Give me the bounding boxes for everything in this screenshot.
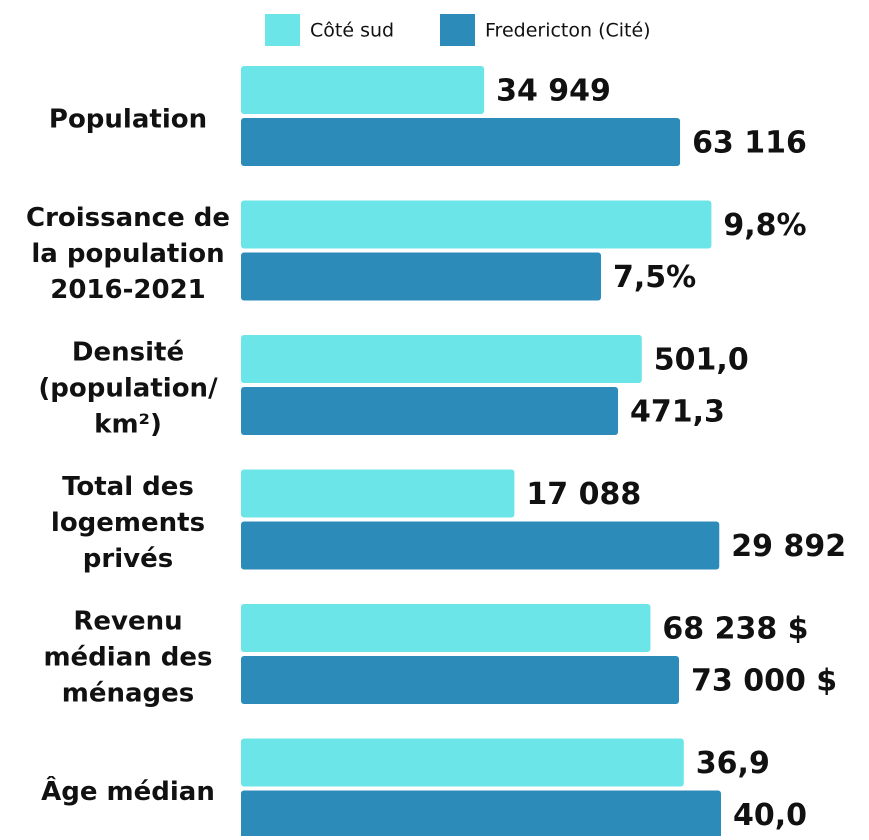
value-label: 40,0 bbox=[733, 798, 807, 833]
value-label: 17 088 bbox=[526, 477, 641, 512]
bar bbox=[241, 656, 679, 704]
value-label: 471,3 bbox=[630, 395, 725, 430]
category-label: km²) bbox=[94, 410, 162, 440]
category-label: Densité bbox=[72, 338, 184, 368]
bar bbox=[241, 604, 651, 652]
value-label: 34 949 bbox=[496, 74, 611, 109]
category-label: Âge médian bbox=[41, 775, 215, 807]
bar bbox=[241, 252, 601, 301]
bar bbox=[241, 118, 681, 166]
category-label: Revenu bbox=[73, 607, 182, 637]
value-label: 68 238 $ bbox=[662, 612, 808, 647]
value-label: 29 892 bbox=[731, 529, 846, 564]
category-label: ménages bbox=[62, 679, 195, 709]
value-label: 36,9 bbox=[696, 746, 770, 781]
value-label: 63 116 bbox=[692, 126, 807, 161]
category-label: (population/ bbox=[38, 374, 218, 404]
category-label: Total des bbox=[62, 472, 194, 502]
bar bbox=[241, 66, 485, 114]
bar bbox=[241, 387, 619, 435]
bar bbox=[241, 521, 720, 570]
category-label: Croissance de bbox=[26, 203, 230, 233]
value-label: 501,0 bbox=[654, 343, 749, 378]
value-label: 7,5% bbox=[613, 260, 696, 295]
bar bbox=[241, 790, 721, 839]
category-label: Population bbox=[49, 105, 207, 135]
legend-label: Côté sud bbox=[310, 20, 394, 42]
category-label: privés bbox=[83, 544, 173, 574]
bar bbox=[241, 200, 712, 249]
bar bbox=[241, 335, 642, 383]
category-label: logements bbox=[51, 508, 205, 538]
category-label: médian des bbox=[43, 643, 212, 673]
value-label: 9,8% bbox=[723, 208, 806, 243]
legend-swatch bbox=[440, 14, 475, 46]
bar bbox=[241, 738, 684, 787]
category-label: la population bbox=[31, 239, 224, 269]
value-label: 73 000 $ bbox=[691, 664, 837, 699]
bar bbox=[241, 469, 515, 518]
legend-swatch bbox=[265, 14, 300, 46]
category-label: 2016-2021 bbox=[50, 275, 206, 305]
legend-label: Fredericton (Cité) bbox=[485, 20, 651, 42]
